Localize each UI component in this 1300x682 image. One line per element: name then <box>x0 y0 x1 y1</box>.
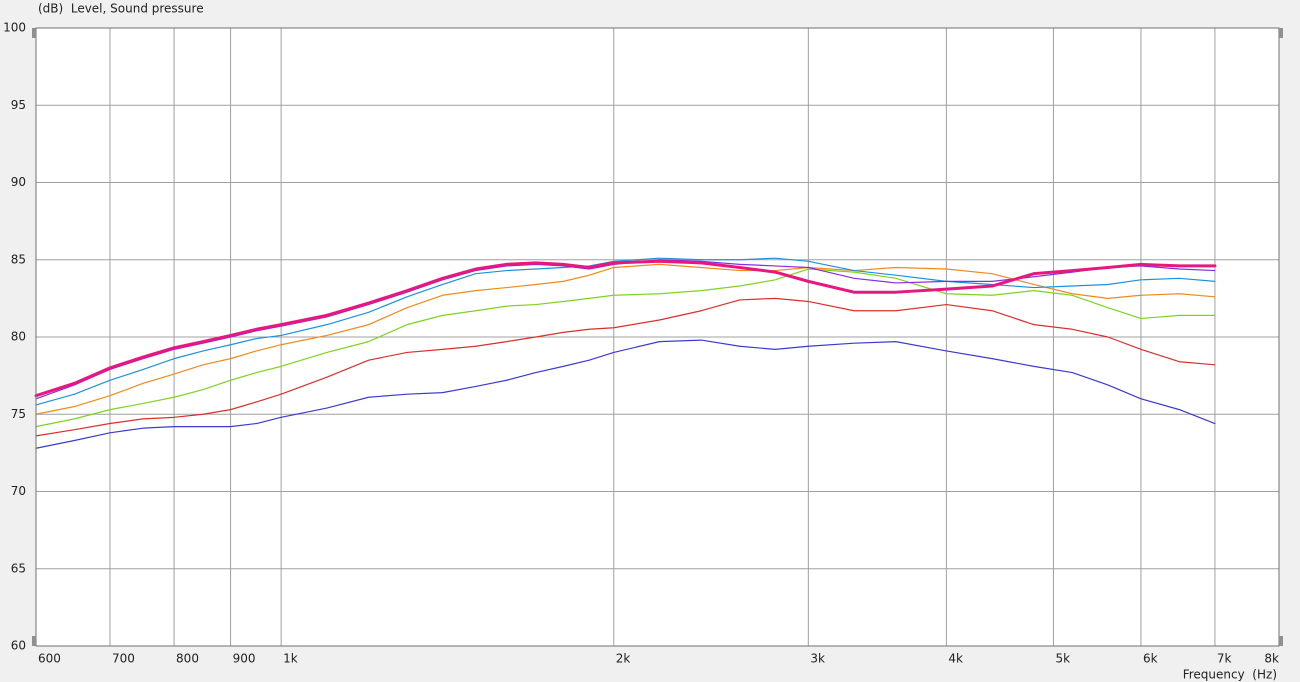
x-tick-label: 3k <box>810 652 825 666</box>
x-tick-label: 5k <box>1055 652 1070 666</box>
x-tick-label: 900 <box>233 652 256 666</box>
scroll-handle <box>32 28 36 38</box>
scroll-handle <box>32 636 36 646</box>
series-line <box>35 268 1216 428</box>
y-tick-label: 95 <box>11 98 26 112</box>
series-line <box>35 339 1216 449</box>
x-tick-label: 7k <box>1217 652 1232 666</box>
x-tick-label: 4k <box>948 652 963 666</box>
x-tick-label: 6k <box>1143 652 1158 666</box>
y-tick-label: 80 <box>11 330 26 344</box>
y-tick-label: 100 <box>3 21 26 35</box>
scroll-handle <box>1279 28 1283 38</box>
x-tick-label: 800 <box>176 652 199 666</box>
x-tick-label: 1k <box>283 652 298 666</box>
x-tick-label: 8k <box>1264 652 1279 666</box>
y-tick-label: 85 <box>11 252 26 266</box>
series-line <box>35 297 1216 437</box>
y-axis-label: (dB) Level, Sound pressure <box>38 2 204 16</box>
y-tick-label: 60 <box>11 639 26 653</box>
y-tick-label: 65 <box>11 561 26 575</box>
grid <box>35 27 1280 647</box>
x-tick-label: 700 <box>112 652 135 666</box>
plot-border <box>35 27 1280 647</box>
lines <box>34 257 1217 449</box>
series-line <box>34 259 1217 398</box>
x-tick-label: 600 <box>38 652 61 666</box>
y-tick-label: 90 <box>11 175 26 189</box>
x-axis-label: Frequency (Hz) <box>1183 668 1277 682</box>
scroll-handle <box>1279 636 1283 646</box>
y-tick-label: 75 <box>11 407 26 421</box>
y-tick-label: 70 <box>11 484 26 498</box>
x-tick-label: 2k <box>616 652 631 666</box>
